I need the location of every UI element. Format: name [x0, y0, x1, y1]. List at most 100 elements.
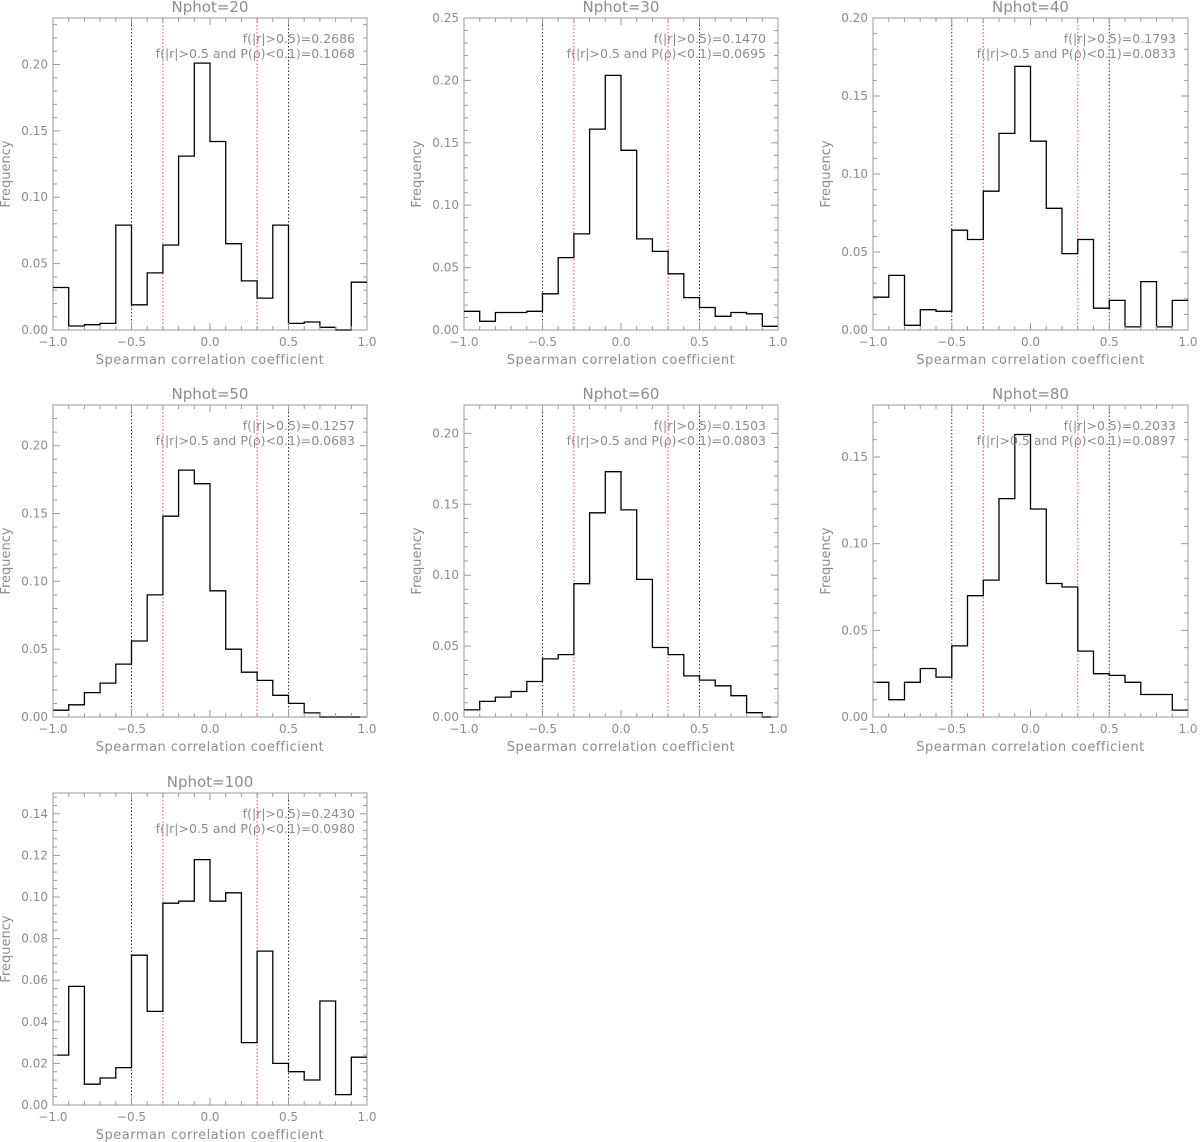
x-tick-label: 0.5	[690, 335, 709, 349]
y-tick-label: 0.15	[21, 124, 48, 138]
panel-title: Nphot=20	[172, 0, 249, 16]
x-tick-label: 1.0	[357, 722, 376, 736]
x-tick-label: 0.0	[200, 335, 219, 349]
histogram-series	[873, 65, 1188, 328]
stat-annotation: f(|r|>0.5)=0.1257	[243, 418, 355, 433]
x-tick-label: −1.0	[38, 1110, 67, 1124]
y-tick-label: 0.20	[432, 426, 459, 440]
y-tick-label: 0.05	[432, 639, 459, 653]
y-tick-label: 0.10	[21, 574, 48, 588]
stat-annotation: f(|r|>0.5)=0.1503	[654, 418, 766, 433]
y-tick-label: 0.00	[432, 710, 459, 724]
plot-frame	[463, 404, 779, 718]
y-tick-label: 0.00	[21, 323, 48, 337]
y-tick-label: 0.10	[841, 537, 868, 551]
y-tick-label: 0.06	[21, 973, 48, 987]
x-tick-label: −0.5	[937, 722, 966, 736]
x-axis-label: Spearman correlation coefficient	[916, 740, 1144, 755]
stat-annotation: f(|r|>0.5 and P(ρ)<0.1)=0.0833	[977, 46, 1176, 61]
panel-title: Nphot=40	[992, 0, 1069, 16]
y-tick-label: 0.05	[841, 623, 868, 637]
y-tick-label: 0.10	[841, 167, 868, 181]
x-tick-label: 0.5	[279, 335, 298, 349]
stat-annotation: f(|r|>0.5)=0.2686	[243, 31, 355, 46]
y-tick-label: 0.00	[432, 323, 459, 337]
x-axis-label: Spearman correlation coefficient	[96, 353, 324, 368]
stat-annotation: f(|r|>0.5)=0.2033	[1064, 418, 1176, 433]
stat-annotation: f(|r|>0.5 and P(ρ)<0.1)=0.0683	[156, 433, 355, 448]
histogram-series	[53, 469, 367, 718]
y-tick-label: 0.10	[21, 890, 48, 904]
y-tick-label: 0.20	[841, 11, 868, 25]
histogram-panel: −1.0 −0.5 0.0 0.5 1.0 0.00 0.05 0.10 0.15 Nphot=8…	[819, 385, 1198, 755]
x-tick-label: 1.0	[357, 1110, 376, 1124]
y-tick-label: 0.20	[21, 439, 48, 453]
stat-annotation: f(|r|>0.5 and P(ρ)<0.1)=0.0803	[567, 433, 766, 448]
y-tick-label: 0.15	[841, 450, 868, 464]
y-tick-label: 0.00	[841, 323, 868, 337]
y-tick-label: 0.05	[841, 245, 868, 259]
y-tick-label: 0.00	[841, 710, 868, 724]
stat-annotation: f(|r|>0.5)=0.1470	[654, 31, 766, 46]
x-tick-label: 1.0	[768, 722, 787, 736]
y-axis-label: Frequency	[0, 915, 14, 982]
x-axis-label: Spearman correlation coefficient	[916, 353, 1144, 368]
stat-annotation: f(|r|>0.5 and P(ρ)<0.1)=0.0695	[567, 46, 766, 61]
x-tick-label: 0.0	[1021, 722, 1040, 736]
y-tick-label: 0.05	[21, 257, 48, 271]
histogram-series	[873, 433, 1188, 711]
x-tick-label: −0.5	[117, 1110, 146, 1124]
y-tick-label: 0.14	[21, 807, 48, 821]
stat-annotation: f(|r|>0.5)=0.2430	[243, 806, 355, 821]
histogram-panel: −1.0 −0.5 0.0 0.5 1.0 0.00 0.05 0.10 0.15 0.20 Nph…	[0, 385, 377, 755]
x-tick-label: 0.5	[279, 722, 298, 736]
x-axis-label: Spearman correlation coefficient	[507, 353, 735, 368]
panel-title: Nphot=50	[172, 385, 249, 403]
y-axis-label: Frequency	[819, 527, 834, 594]
x-tick-label: 1.0	[1178, 335, 1197, 349]
x-tick-label: −1.0	[858, 335, 887, 349]
histogram-series	[464, 74, 778, 327]
x-axis-label: Spearman correlation coefficient	[507, 740, 735, 755]
x-tick-label: 0.0	[611, 335, 630, 349]
y-tick-label: 0.00	[21, 1098, 48, 1112]
y-axis-label: Frequency	[410, 527, 425, 594]
stat-annotation: f(|r|>0.5 and P(ρ)<0.1)=0.1068	[156, 46, 355, 61]
x-tick-label: 0.0	[200, 1110, 219, 1124]
x-tick-label: 1.0	[768, 335, 787, 349]
y-axis-label: Frequency	[0, 140, 14, 207]
y-axis-label: Frequency	[410, 140, 425, 207]
y-tick-label: 0.15	[432, 136, 459, 150]
x-tick-label: 1.0	[357, 335, 376, 349]
y-tick-label: 0.05	[21, 642, 48, 656]
x-tick-label: −1.0	[38, 722, 67, 736]
y-tick-label: 0.05	[432, 261, 459, 275]
y-axis-label: Frequency	[819, 140, 834, 207]
panel-title: Nphot=60	[583, 385, 660, 403]
stat-annotation: f(|r|>0.5 and P(ρ)<0.1)=0.0897	[977, 433, 1176, 448]
histogram-series	[53, 858, 367, 1096]
y-tick-label: 0.15	[21, 507, 48, 521]
y-tick-label: 0.12	[21, 848, 48, 862]
histogram-panel: −1.0 −0.5 0.0 0.5 1.0 0.00 0.05 0.10 0.15 0.20 Nph…	[0, 0, 377, 368]
y-tick-label: 0.00	[21, 710, 48, 724]
y-tick-label: 0.15	[432, 497, 459, 511]
y-tick-label: 0.15	[841, 89, 868, 103]
stat-annotation: f(|r|>0.5 and P(ρ)<0.1)=0.0980	[156, 821, 355, 836]
stat-annotation: f(|r|>0.5)=0.1793	[1064, 31, 1176, 46]
panel-title: Nphot=80	[992, 385, 1069, 403]
y-tick-label: 0.20	[432, 73, 459, 87]
histogram-panel: −1.0 −0.5 0.0 0.5 1.0 0.00 0.02 0.04 0.06 0.08 0.1…	[0, 773, 377, 1142]
x-tick-label: −0.5	[117, 335, 146, 349]
x-tick-label: 0.5	[690, 722, 709, 736]
x-tick-label: 0.5	[1100, 335, 1119, 349]
histogram-panel: −1.0 −0.5 0.0 0.5 1.0 0.00 0.05 0.10 0.15 0.20 Nph…	[819, 0, 1198, 368]
histogram-series	[464, 471, 778, 718]
x-tick-label: −1.0	[449, 335, 478, 349]
x-tick-label: −0.5	[937, 335, 966, 349]
x-tick-label: 0.5	[1100, 722, 1119, 736]
y-tick-label: 0.10	[432, 568, 459, 582]
x-tick-label: −0.5	[528, 335, 557, 349]
y-tick-label: 0.04	[21, 1015, 48, 1029]
y-axis-label: Frequency	[0, 527, 14, 594]
